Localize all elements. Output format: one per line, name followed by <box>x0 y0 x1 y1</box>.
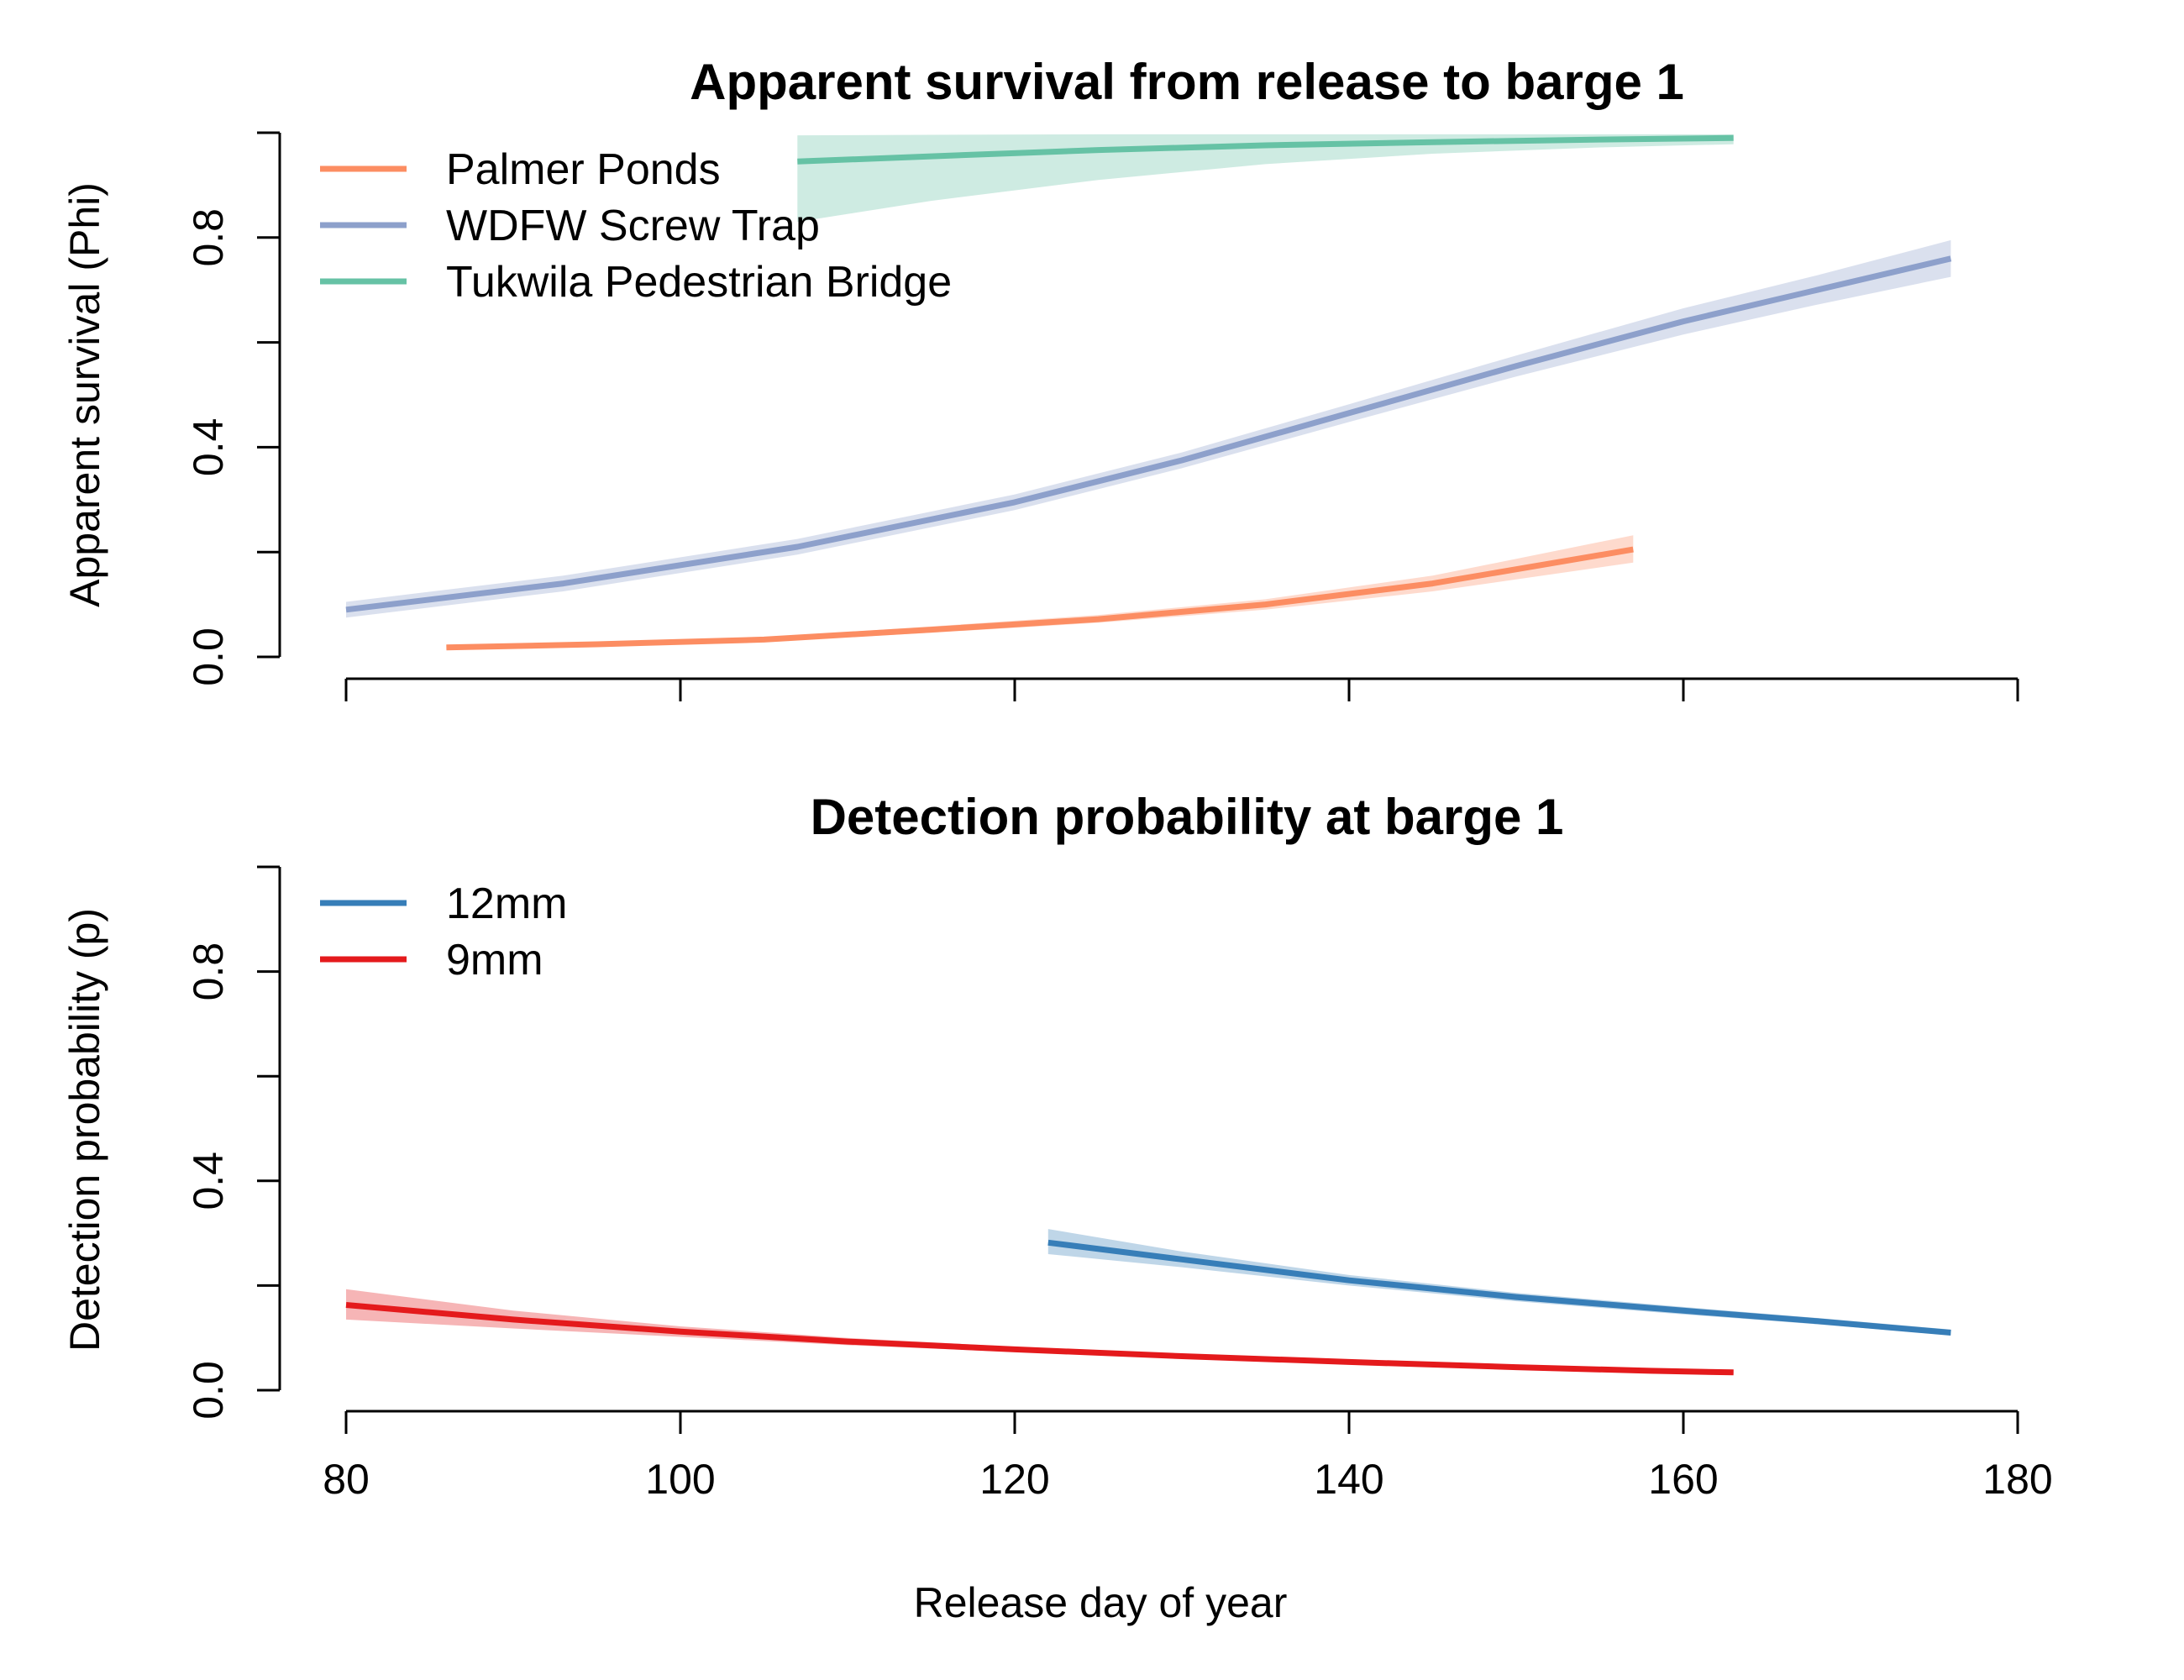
legend-label-9mm: 9mm <box>446 936 543 984</box>
series-line-tukwila-pedestrian-bridge <box>797 134 1734 165</box>
y-tick-label: 0.4 <box>185 418 232 477</box>
x-tick-label: 140 <box>1314 1456 1383 1503</box>
survival-legend: Palmer Ponds WDFW Screw Trap Tukwila Pedes… <box>320 145 952 307</box>
band-9mm <box>346 1289 1734 1375</box>
series-line-palmer-ponds <box>446 546 1634 651</box>
legend-label-12mm: 12mm <box>446 879 567 928</box>
series-line-12mm <box>1047 1239 1951 1336</box>
detection-y-axis-label: Detection probability (p) <box>61 908 108 1352</box>
survival-axes: 0.0 0.4 0.8 <box>185 131 2019 701</box>
survival-panel: Apparent survival from release to barge … <box>61 54 2019 701</box>
y-tick-label: 0.4 <box>185 1152 232 1210</box>
x-tick-label: 120 <box>979 1456 1049 1503</box>
detection-title: Detection probability at barge 1 <box>811 789 1564 845</box>
series-line-wdfw-screw-trap <box>345 255 1952 613</box>
series-line-9mm <box>345 1302 1734 1376</box>
legend-label-tukwila-pedestrian-bridge: Tukwila Pedestrian Bridge <box>446 258 952 307</box>
detection-x-axis-label: Release day of year <box>914 1579 1288 1626</box>
band-tukwila-pedestrian-bridge <box>797 134 1734 223</box>
survival-series-lines <box>345 134 1952 651</box>
detection-series-lines <box>345 1239 1951 1376</box>
y-tick-label: 0.8 <box>185 208 232 267</box>
legend-label-palmer-ponds: Palmer Ponds <box>446 145 721 194</box>
x-tick-label: 160 <box>1648 1456 1718 1503</box>
legend-label-wdfw-screw-trap: WDFW Screw Trap <box>446 202 820 250</box>
detection-legend: 12mm 9mm <box>320 879 567 984</box>
survival-y-axis-label: Apparent survival (Phi) <box>61 182 108 607</box>
band-palmer-ponds <box>446 535 1634 649</box>
detection-axes: 0.0 0.4 0.8 80 100 120 140 160 180 <box>185 865 2053 1503</box>
detection-panel: Detection probability at barge 1 Detecti… <box>61 789 2053 1626</box>
x-tick-label: 180 <box>1982 1456 2052 1503</box>
x-tick-label: 80 <box>323 1456 370 1503</box>
y-tick-label: 0.0 <box>185 1361 232 1420</box>
survival-title: Apparent survival from release to barge … <box>690 54 1684 110</box>
y-tick-label: 0.8 <box>185 942 232 1001</box>
y-tick-label: 0.0 <box>185 627 232 686</box>
x-tick-label: 100 <box>645 1456 715 1503</box>
survival-confidence-bands <box>346 134 1951 649</box>
